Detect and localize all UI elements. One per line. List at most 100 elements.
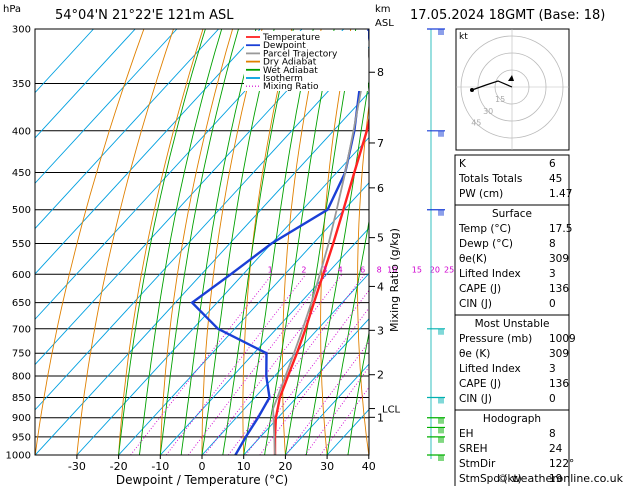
mixing-ratio-label: 1: [268, 265, 273, 274]
index-value: 8: [549, 238, 556, 250]
pressure-tick-label: 550: [12, 239, 31, 250]
legend-label: Wet Adiabat: [263, 66, 318, 76]
index-label: Lifted Index: [459, 268, 521, 280]
index-value: 19: [549, 473, 562, 485]
dry-adiabat: [428, 29, 452, 455]
isotherm-line: [35, 29, 178, 184]
wet-adiabat: [222, 29, 294, 455]
copyright: © weatheronline.co.uk: [497, 472, 623, 485]
temperature-tick-label: 30: [320, 460, 334, 473]
temperature-tick-label: 20: [278, 460, 292, 473]
mixing-ratio-label: 10: [387, 265, 397, 274]
index-label: CAPE (J): [459, 283, 501, 295]
index-value: 1009: [549, 333, 576, 345]
mixing-ratio-label: 6: [360, 265, 365, 274]
isotherm-line: [243, 318, 369, 455]
index-table-frame: [454, 314, 570, 411]
dry-adiabat: [118, 29, 204, 455]
wet-adiabat: [326, 218, 369, 455]
temperature-tick-label: -20: [110, 460, 128, 473]
index-value: 122°: [549, 458, 574, 470]
legend-label: Dewpoint: [263, 41, 306, 51]
dry-adiabat: [242, 29, 293, 455]
mixing-ratio-label: 2: [301, 265, 306, 274]
asl-unit-label: ASL: [375, 18, 394, 29]
mixing-ratio-line: [165, 274, 307, 455]
pressure-tick-label: 650: [12, 298, 31, 309]
dry-adiabat: [35, 29, 145, 455]
lcl-label: LCL: [382, 405, 401, 416]
mixing-ratio-axis-label: Mixing Ratio (g/kg): [388, 228, 401, 332]
temperature-tick-label: 40: [362, 460, 376, 473]
isotherm-line: [35, 29, 136, 139]
pressure-tick-label: 350: [12, 79, 31, 90]
index-label: θe(K): [459, 253, 487, 265]
mixing-ratio-label: 15: [412, 265, 422, 274]
height-tick-label: 6: [377, 182, 384, 195]
mixing-ratio-line: [130, 274, 273, 455]
hodograph-ring-label: 15: [495, 95, 505, 104]
index-value: 136: [549, 378, 569, 390]
wet-adiabat: [264, 29, 335, 455]
pressure-tick-label: 500: [12, 205, 31, 216]
wet-adiabat: [201, 29, 275, 455]
mixing-ratio-line: [304, 366, 369, 455]
legend-label: Parcel Trajectory: [263, 49, 338, 59]
mixing-ratio-label: 8: [377, 265, 382, 274]
height-tick-label: 1: [377, 411, 384, 424]
wet-adiabat: [284, 29, 357, 455]
mixing-ratio-label: 3: [322, 265, 327, 274]
legend-label: Mixing Ratio: [263, 82, 319, 92]
index-table-frame: [454, 409, 570, 486]
height-tick-label: 4: [377, 280, 384, 293]
pressure-tick-label: 800: [12, 372, 31, 383]
hodograph-unit: kt: [459, 32, 468, 42]
legend-label: Temperature: [262, 33, 320, 43]
temperature-curve: [273, 116, 369, 455]
mixing-ratio-label: 20: [430, 265, 440, 274]
dry-adiabat: [320, 29, 352, 455]
mixing-ratio-line: [285, 341, 369, 455]
height-tick-label: 7: [377, 137, 384, 150]
pressure-tick-label: 950: [12, 432, 31, 443]
temperature-axis: -30 -20 -10 0 10 20 30 40: [68, 455, 376, 473]
index-value: 8: [549, 428, 556, 440]
storm-motion-marker: [508, 75, 514, 81]
temperature-tick-label: -30: [68, 460, 86, 473]
pressure-tick-label: 400: [12, 126, 31, 137]
mixing-ratio-line: [187, 274, 328, 455]
index-value: 0: [549, 393, 556, 405]
temperature-tick-label: 0: [199, 460, 206, 473]
legend-label: Dry Adiabat: [263, 58, 317, 68]
isotherm-line: [35, 46, 369, 411]
pressure-tick-label: 600: [12, 270, 31, 281]
isotherm-line: [35, 29, 345, 366]
index-table-frame: [454, 154, 570, 206]
legend-label: Isotherm: [263, 74, 303, 84]
index-label: PW (cm): [459, 188, 503, 200]
mixing-ratio-label: 25: [444, 265, 454, 274]
dry-adiabat: [76, 29, 174, 455]
index-value: 45: [549, 173, 562, 185]
mixing-ratio-line: [259, 307, 369, 455]
wet-adiabat: [138, 29, 223, 455]
index-value: 136: [549, 283, 569, 295]
mixing-ratio-label: 4: [338, 265, 343, 274]
index-value: 309: [549, 253, 569, 265]
background-lines: [35, 29, 452, 455]
mixing-ratio-line: [204, 274, 343, 455]
wind-barbs: [427, 28, 445, 461]
index-value: 6: [549, 158, 556, 170]
wet-adiabat: [180, 29, 257, 455]
dry-adiabat: [159, 29, 234, 455]
isotherm-line: [285, 363, 369, 455]
index-label: StmDir: [459, 458, 496, 470]
index-value: 17.5: [549, 223, 572, 235]
index-label: StmSpd (kt): [459, 473, 522, 485]
index-value: 0: [549, 298, 556, 310]
datetime-title: 17.05.2024 18GMT (Base: 18): [410, 8, 605, 23]
wet-adiabat: [305, 78, 369, 455]
index-label: K: [459, 158, 467, 170]
index-label: Pressure (mb): [459, 333, 532, 345]
